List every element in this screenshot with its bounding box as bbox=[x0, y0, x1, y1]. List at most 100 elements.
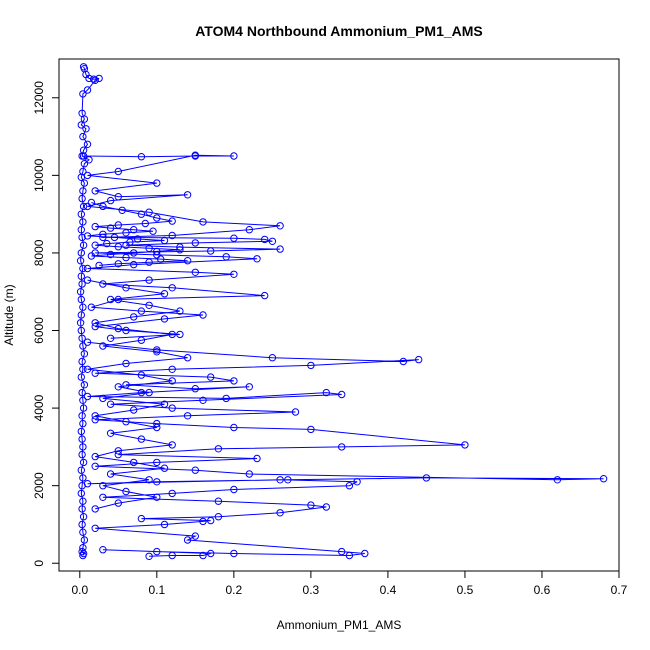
data-point bbox=[106, 224, 115, 232]
data-point bbox=[191, 151, 200, 159]
data-point bbox=[168, 217, 176, 225]
data-point bbox=[137, 371, 146, 379]
data-point bbox=[230, 423, 238, 432]
data-point bbox=[183, 412, 192, 420]
data-point bbox=[261, 291, 269, 300]
data-point bbox=[80, 350, 89, 358]
series-line-5 bbox=[87, 202, 188, 266]
data-point bbox=[207, 549, 215, 558]
data-point bbox=[168, 404, 176, 412]
data-point bbox=[78, 233, 86, 242]
data-point bbox=[79, 264, 87, 273]
data-point bbox=[230, 485, 238, 494]
data-point bbox=[230, 549, 238, 558]
chart-title: ATOM4 Northbound Ammonium_PM1_AMS bbox=[195, 23, 483, 39]
data-point bbox=[199, 218, 207, 226]
data-point bbox=[106, 334, 115, 342]
data-point bbox=[199, 551, 207, 560]
series-line-3 bbox=[87, 341, 604, 557]
series-line-4 bbox=[87, 279, 188, 510]
data-point bbox=[191, 466, 200, 474]
data-point bbox=[78, 547, 86, 556]
data-point bbox=[114, 324, 123, 333]
data-point bbox=[91, 412, 99, 420]
data-point bbox=[79, 342, 87, 350]
data-point bbox=[77, 249, 86, 257]
data-point bbox=[153, 348, 161, 356]
data-point bbox=[253, 454, 261, 463]
data-point bbox=[214, 445, 223, 453]
data-point bbox=[338, 390, 346, 399]
data-point bbox=[79, 218, 87, 226]
data-point bbox=[77, 311, 86, 319]
data-point bbox=[245, 470, 254, 478]
data-point bbox=[168, 231, 176, 240]
data-point bbox=[79, 202, 88, 211]
data-point bbox=[168, 551, 176, 560]
data-point bbox=[191, 268, 200, 276]
y-tick-label: 4000 bbox=[32, 394, 46, 421]
data-point bbox=[85, 156, 93, 164]
data-point bbox=[353, 478, 361, 486]
data-point bbox=[145, 276, 153, 284]
data-point bbox=[199, 396, 207, 404]
data-point bbox=[553, 476, 562, 484]
plot-area bbox=[76, 63, 608, 560]
data-point bbox=[114, 221, 123, 229]
data-point bbox=[183, 536, 192, 544]
data-point bbox=[99, 230, 107, 239]
data-point bbox=[83, 232, 92, 240]
data-point bbox=[114, 499, 123, 507]
data-point bbox=[79, 443, 87, 451]
data-point bbox=[191, 239, 200, 247]
data-point bbox=[79, 396, 87, 404]
data-point bbox=[130, 406, 138, 414]
data-point bbox=[91, 416, 99, 424]
data-point bbox=[122, 359, 130, 368]
data-point bbox=[160, 290, 169, 298]
data-point bbox=[160, 315, 169, 323]
data-point bbox=[160, 464, 169, 472]
data-point bbox=[78, 388, 86, 397]
y-tick-label: 6000 bbox=[32, 317, 46, 344]
y-tick-label: 8000 bbox=[32, 239, 46, 266]
data-point bbox=[137, 514, 146, 523]
data-point bbox=[80, 536, 89, 544]
data-point bbox=[253, 255, 261, 263]
data-point bbox=[137, 307, 146, 315]
data-point bbox=[76, 257, 85, 265]
data-point bbox=[79, 241, 88, 249]
data-point bbox=[106, 400, 115, 408]
data-point bbox=[153, 419, 161, 428]
data-point bbox=[345, 482, 354, 490]
data-point bbox=[80, 115, 89, 123]
data-point bbox=[422, 474, 431, 482]
data-point bbox=[307, 501, 315, 509]
data-point bbox=[79, 187, 87, 195]
data-point bbox=[99, 482, 107, 490]
data-point bbox=[106, 429, 115, 437]
data-point bbox=[79, 419, 87, 428]
data-point bbox=[83, 86, 92, 94]
data-point bbox=[307, 361, 315, 370]
data-point bbox=[77, 226, 86, 234]
data-point bbox=[160, 236, 169, 245]
data-point bbox=[284, 476, 292, 484]
data-point bbox=[137, 388, 146, 397]
data-point bbox=[99, 394, 107, 403]
data-point bbox=[78, 194, 86, 203]
data-point bbox=[91, 241, 99, 249]
data-point bbox=[79, 303, 87, 311]
data-point bbox=[361, 549, 369, 558]
data-point bbox=[230, 270, 238, 278]
data-point bbox=[77, 210, 86, 218]
data-point bbox=[183, 354, 192, 362]
x-tick-label: 0.1 bbox=[148, 583, 165, 597]
data-point bbox=[130, 458, 138, 467]
data-point bbox=[114, 260, 123, 268]
data-point bbox=[78, 435, 86, 443]
data-point bbox=[78, 280, 86, 288]
data-point bbox=[214, 497, 223, 505]
data-point bbox=[91, 222, 99, 231]
